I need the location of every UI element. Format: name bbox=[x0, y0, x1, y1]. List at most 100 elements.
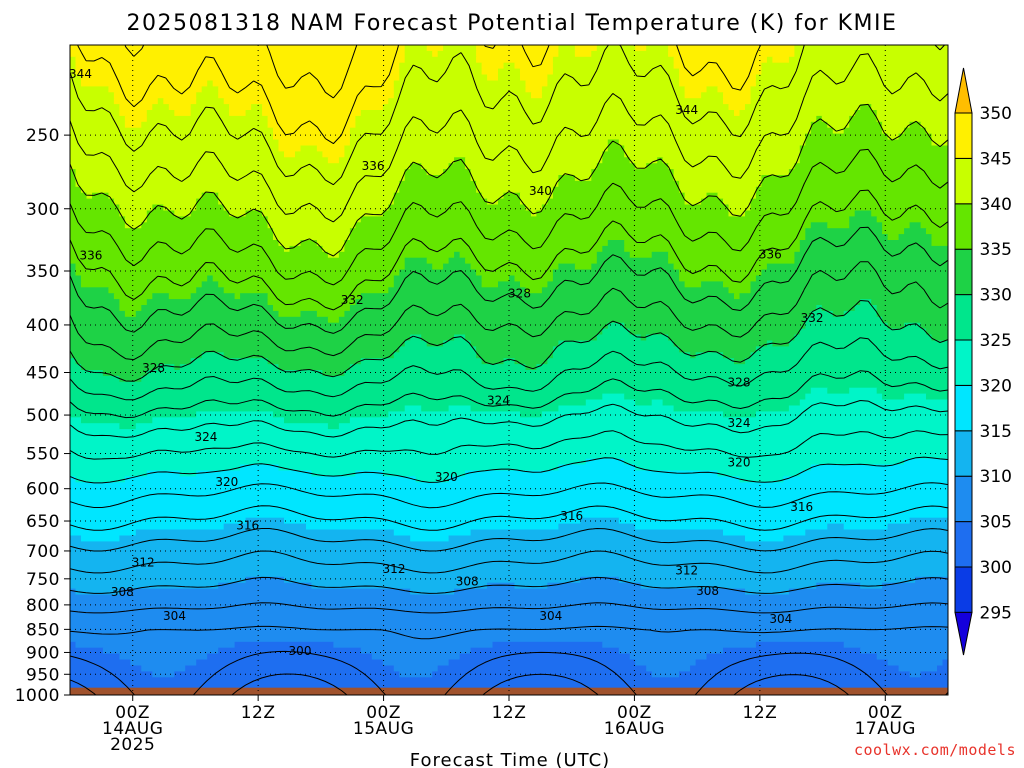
contour-fill-cell bbox=[701, 281, 724, 288]
contour-fill-cell bbox=[520, 198, 549, 206]
contour-fill-cell bbox=[141, 222, 269, 229]
contour-fill-cell bbox=[684, 192, 708, 200]
contour-fill-cell bbox=[393, 281, 483, 288]
contour-fill-cell bbox=[344, 240, 609, 247]
contour-fill-cell bbox=[635, 163, 647, 170]
contour-fill-cell bbox=[218, 192, 395, 200]
contour-fill-cell bbox=[465, 470, 719, 478]
contour-fill-cell bbox=[849, 115, 878, 123]
contour-fill-cell bbox=[481, 275, 510, 283]
contour-fill-cell bbox=[668, 334, 795, 342]
contour-fill-cell bbox=[267, 216, 362, 223]
colorbar-swatch bbox=[954, 294, 973, 341]
contour-fill-cell bbox=[750, 352, 948, 359]
contour-fill-cell bbox=[920, 121, 948, 129]
colorbar-label: 345 bbox=[980, 149, 1012, 169]
y-tick-label: 350 bbox=[26, 262, 60, 282]
contour-fill-cell bbox=[295, 151, 324, 158]
contour-fill-cell bbox=[525, 364, 538, 371]
contour-fill-cell bbox=[135, 529, 395, 537]
contour-fill-cell bbox=[70, 606, 948, 613]
y-tick-label: 950 bbox=[26, 665, 60, 685]
contour-fill-cell bbox=[267, 299, 357, 306]
contour-fill-cell bbox=[223, 98, 389, 105]
contour-line-330 bbox=[70, 300, 948, 382]
contour-fill-cell bbox=[926, 127, 948, 135]
contour-fill-cell bbox=[783, 476, 948, 483]
contour-fill-cell bbox=[679, 346, 757, 353]
contour-fill-cell bbox=[602, 245, 625, 253]
contour-fill-cell bbox=[338, 157, 455, 164]
contour-fill-cell bbox=[536, 210, 730, 218]
contour-fill-cell bbox=[81, 535, 121, 543]
contour-fill-cell bbox=[146, 370, 324, 377]
contour-fill-cell bbox=[360, 110, 735, 117]
contour-fill-cell bbox=[761, 180, 948, 188]
colorbar-label: 325 bbox=[980, 331, 1012, 351]
contour-fill-cell bbox=[404, 50, 433, 58]
contour-fill-cell bbox=[673, 62, 763, 70]
contour-fill-cell bbox=[70, 624, 948, 631]
contour-fill-cell bbox=[514, 582, 549, 590]
contour-fill-cell bbox=[454, 157, 466, 164]
contour-fill-cell bbox=[70, 659, 132, 667]
contour-fill-cell bbox=[349, 364, 527, 371]
contour-fill-cell bbox=[81, 281, 203, 288]
contour-fill-cell bbox=[552, 62, 675, 70]
contour-fill-cell bbox=[70, 175, 77, 182]
contour-fill-cell bbox=[805, 316, 883, 324]
colorbar-bottom-arrow bbox=[954, 611, 973, 656]
contour-fill-cell bbox=[81, 417, 153, 424]
contour-fill-cell bbox=[70, 269, 77, 277]
contour-fill-cell bbox=[70, 641, 77, 649]
contour-fill-cell bbox=[70, 216, 126, 223]
contour-fill-cell bbox=[70, 133, 274, 141]
contour-fill-cell bbox=[146, 299, 269, 306]
contour-fill-cell bbox=[854, 110, 878, 117]
contour-fill-cell bbox=[799, 245, 948, 253]
contour-fill-cell bbox=[393, 86, 527, 93]
contour-fill-cell bbox=[119, 110, 148, 117]
contour-fill-cell bbox=[355, 222, 812, 229]
contour-fill-cell bbox=[70, 222, 126, 229]
contour-fill-cell bbox=[70, 56, 77, 64]
contour-fill-cell bbox=[668, 163, 795, 170]
contour-fill-cell bbox=[701, 92, 724, 99]
contour-fill-cell bbox=[70, 316, 329, 324]
contour-fill-cell bbox=[931, 234, 948, 241]
contour-fill-cell bbox=[306, 523, 560, 531]
contour-fill-cell bbox=[454, 588, 746, 596]
contour-fill-cell bbox=[728, 204, 752, 212]
contour-label: 332 bbox=[341, 293, 364, 307]
contour-fill-cell bbox=[843, 523, 889, 531]
contour-fill-cell bbox=[684, 198, 702, 206]
contour-fill-cell bbox=[174, 110, 192, 117]
contour-fill-cell bbox=[70, 68, 77, 76]
contour-fill-cell bbox=[931, 133, 948, 141]
contour-fill-cell bbox=[668, 50, 795, 58]
contour-fill-cell bbox=[70, 358, 77, 365]
contour-fill-cell bbox=[602, 393, 625, 401]
contour-fill-cell bbox=[887, 523, 948, 531]
contour-fill-cell bbox=[876, 115, 948, 123]
contour-fill-cell bbox=[443, 45, 477, 52]
contour-fill-cell bbox=[827, 222, 850, 229]
contour-fill-cell bbox=[624, 322, 806, 330]
contour-fill-cell bbox=[723, 98, 752, 105]
contour-fill-cell bbox=[810, 310, 834, 318]
contour-fill-cell bbox=[832, 310, 845, 318]
contour-lines bbox=[70, 45, 948, 695]
contour-fill-cell bbox=[404, 263, 433, 271]
contour-fill-cell bbox=[355, 299, 861, 306]
contour-fill-cell bbox=[552, 56, 675, 64]
contour-fill-cell bbox=[465, 334, 598, 342]
contour-fill-cell bbox=[761, 175, 948, 182]
contour-fill-cell bbox=[487, 74, 499, 82]
y-tick-label: 600 bbox=[26, 480, 60, 500]
contour-fill-cell bbox=[799, 240, 933, 247]
contour-fill-cell bbox=[734, 110, 741, 117]
contour-label: 336 bbox=[759, 248, 782, 262]
contour-fill-cell bbox=[207, 80, 214, 88]
contour-fill-cell bbox=[904, 228, 927, 235]
contour-fill-cell bbox=[679, 68, 763, 76]
